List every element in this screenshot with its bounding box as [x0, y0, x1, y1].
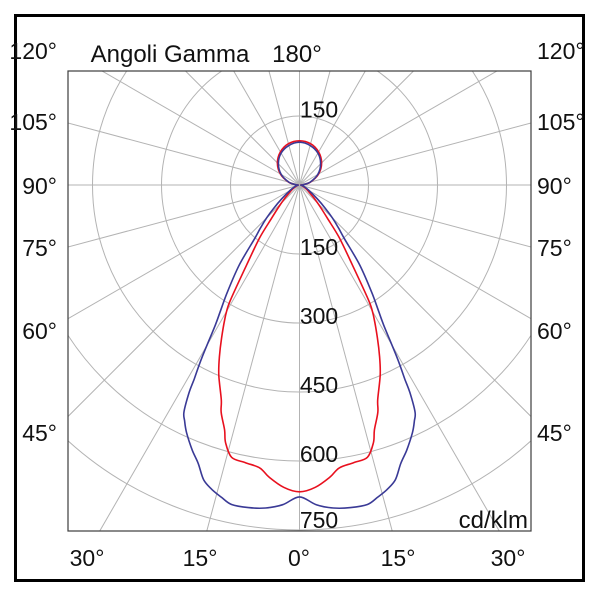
top-angle-label: 180°: [272, 41, 322, 68]
gamma-label-left-75: 75°: [22, 235, 57, 261]
ring-label-above-150: 150: [300, 97, 338, 123]
gamma-label-right-90: 90°: [537, 173, 572, 199]
gamma-label-left-60: 60°: [22, 318, 57, 344]
gamma-label-left-105: 105°: [9, 109, 57, 135]
ring-label-300: 300: [300, 303, 338, 329]
gamma-label-bottom-4: 30°: [491, 545, 526, 571]
gamma-label-right-45: 45°: [537, 420, 572, 446]
grid-ray-135: [300, 0, 600, 185]
gamma-label-bottom-1: 15°: [183, 545, 218, 571]
ring-label-600: 600: [300, 441, 338, 467]
units-label: cd/klm: [459, 507, 528, 534]
gamma-label-right-105: 105°: [537, 109, 585, 135]
grid-ray-120: [300, 0, 600, 185]
gamma-label-right-120: 120°: [537, 38, 585, 64]
gamma-label-bottom-3: 15°: [381, 545, 416, 571]
chart-title: Angoli Gamma: [91, 41, 250, 68]
gamma-label-right-60: 60°: [537, 318, 572, 344]
ring-label-750: 750: [300, 507, 338, 533]
gamma-label-bottom-0: 30°: [70, 545, 105, 571]
grid-ray-240: [0, 0, 300, 185]
gamma-label-left-120: 120°: [9, 38, 57, 64]
gamma-label-left-90: 90°: [22, 173, 57, 199]
ring-label-150: 150: [300, 234, 338, 260]
gamma-label-left-45: 45°: [22, 420, 57, 446]
gamma-label-right-75: 75°: [537, 235, 572, 261]
grid-ray-150: [300, 0, 580, 185]
grid-ray-225: [0, 0, 300, 185]
grid-ray-210: [20, 0, 300, 185]
grid-ray-330: [20, 185, 300, 600]
gamma-label-bottom-2: 0°: [288, 545, 310, 571]
ring-label-450: 450: [300, 372, 338, 398]
